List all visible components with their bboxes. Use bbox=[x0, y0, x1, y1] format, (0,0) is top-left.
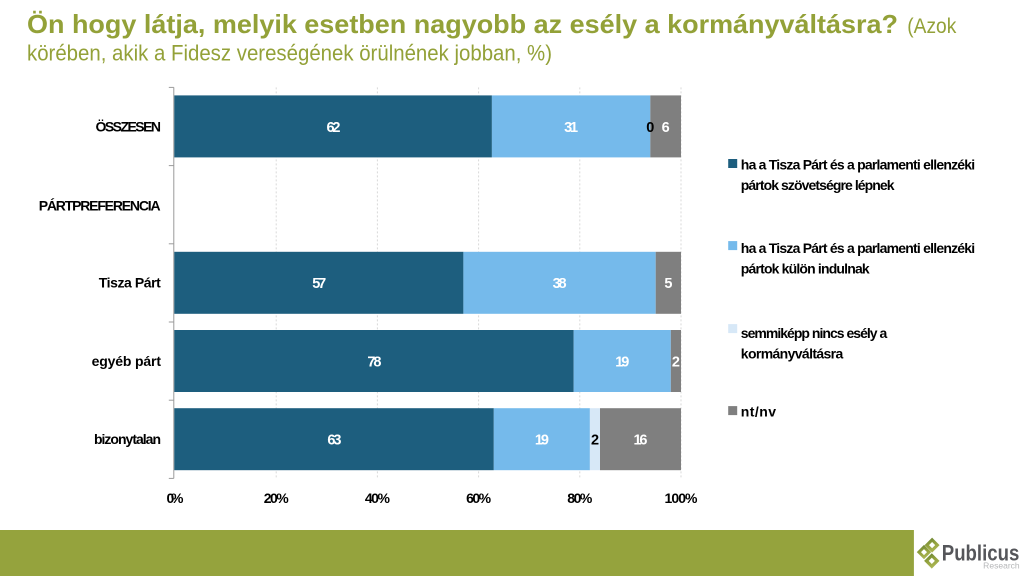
svg-text:38: 38 bbox=[553, 276, 567, 292]
svg-text:100%: 100% bbox=[665, 490, 699, 506]
svg-text:körében, akik a Fidesz vereség: körében, akik a Fidesz vereségének örüln… bbox=[27, 41, 552, 66]
svg-text:semmiképp nincs esély a: semmiképp nincs esély a bbox=[741, 325, 888, 341]
svg-text:62: 62 bbox=[327, 120, 341, 136]
svg-text:2: 2 bbox=[591, 433, 599, 449]
svg-text:60%: 60% bbox=[466, 490, 492, 506]
svg-text:pártok szövetségre lépnek: pártok szövetségre lépnek bbox=[741, 177, 895, 193]
svg-text:pártok külön indulnak: pártok külön indulnak bbox=[741, 260, 870, 276]
svg-text:19: 19 bbox=[535, 433, 549, 449]
svg-text:egyéb párt: egyéb párt bbox=[92, 353, 162, 369]
svg-text:bizonytalan: bizonytalan bbox=[94, 431, 161, 447]
svg-text:kormányváltásra: kormányváltásra bbox=[741, 345, 844, 361]
svg-text:16: 16 bbox=[634, 433, 648, 449]
svg-text:2: 2 bbox=[672, 354, 680, 370]
svg-text:0: 0 bbox=[646, 120, 654, 136]
svg-text:Research: Research bbox=[983, 561, 1020, 571]
svg-text:nt/nv: nt/nv bbox=[741, 404, 776, 420]
svg-text:78: 78 bbox=[367, 354, 381, 370]
svg-text:ha a Tisza Párt és a parlament: ha a Tisza Párt és a parlamenti ellenzék… bbox=[741, 156, 975, 172]
svg-text:6: 6 bbox=[662, 120, 670, 136]
svg-text:ha a Tisza Párt és a parlament: ha a Tisza Párt és a parlamenti ellenzék… bbox=[741, 240, 975, 256]
svg-text:57: 57 bbox=[312, 276, 326, 292]
svg-text:ÖSSZESEN: ÖSSZESEN bbox=[96, 119, 162, 135]
svg-text:(Azok: (Azok bbox=[907, 15, 956, 38]
svg-text:63: 63 bbox=[327, 433, 341, 449]
svg-text:5: 5 bbox=[664, 276, 672, 292]
svg-text:Ön hogy látja, melyik esetben: Ön hogy látja, melyik esetben nagyobb az… bbox=[27, 9, 898, 39]
svg-text:20%: 20% bbox=[264, 490, 290, 506]
svg-text:31: 31 bbox=[564, 120, 578, 136]
svg-text:19: 19 bbox=[615, 354, 629, 370]
svg-text:Tisza Párt: Tisza Párt bbox=[99, 274, 161, 290]
svg-text:PÁRTPREFERENCIA: PÁRTPREFERENCIA bbox=[39, 197, 161, 213]
svg-text:40%: 40% bbox=[365, 490, 391, 506]
svg-text:0%: 0% bbox=[167, 490, 185, 506]
svg-text:80%: 80% bbox=[567, 490, 593, 506]
svg-text:Publicus: Publicus bbox=[942, 541, 1020, 566]
